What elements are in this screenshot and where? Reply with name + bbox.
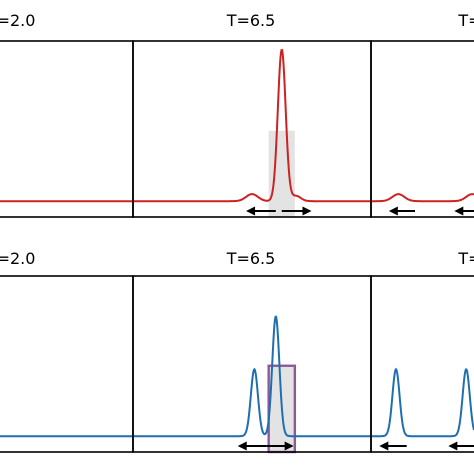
- arrow-left: [379, 441, 407, 451]
- axes-frame: [132, 40, 372, 218]
- axes-frame: [0, 275, 134, 453]
- panel-bottom-1: =2.0: [0, 249, 134, 453]
- arrow-left: [388, 206, 416, 216]
- panel-title: T=: [457, 249, 474, 268]
- density-curve: [371, 193, 474, 203]
- shaded-bar: [268, 130, 295, 217]
- bottom-row: =2.0 T=6.5 T=: [0, 249, 474, 454]
- panel-title: =2.0: [0, 249, 35, 268]
- arrow-left: [454, 206, 474, 216]
- density-curve: [133, 315, 371, 438]
- axes-frame: [370, 40, 474, 218]
- axes-frame: [370, 275, 474, 453]
- arrow-left: [448, 441, 474, 451]
- density-curve: [133, 48, 371, 203]
- panel-bottom-3: T=: [370, 249, 474, 453]
- arrow-left: [246, 206, 276, 216]
- panel-bottom-2: T=6.5: [132, 249, 372, 454]
- axes-frame: [0, 40, 134, 218]
- arrow-right: [281, 206, 312, 216]
- arrow-right: [266, 441, 294, 451]
- panel-top-2: T=6.5: [132, 11, 372, 218]
- panel-title: T=6.5: [226, 11, 276, 30]
- panel-title: =2.0: [0, 11, 35, 30]
- panel-top-3: T=: [370, 11, 474, 218]
- panel-top-1: =2.0: [0, 11, 134, 218]
- top-row: =2.0 T=6.5 T=: [0, 11, 474, 218]
- arrow-left: [237, 441, 267, 451]
- panel-title: T=: [457, 11, 474, 30]
- axes-frame: [132, 275, 372, 453]
- density-curve: [371, 367, 474, 438]
- panel-title: T=6.5: [226, 249, 276, 268]
